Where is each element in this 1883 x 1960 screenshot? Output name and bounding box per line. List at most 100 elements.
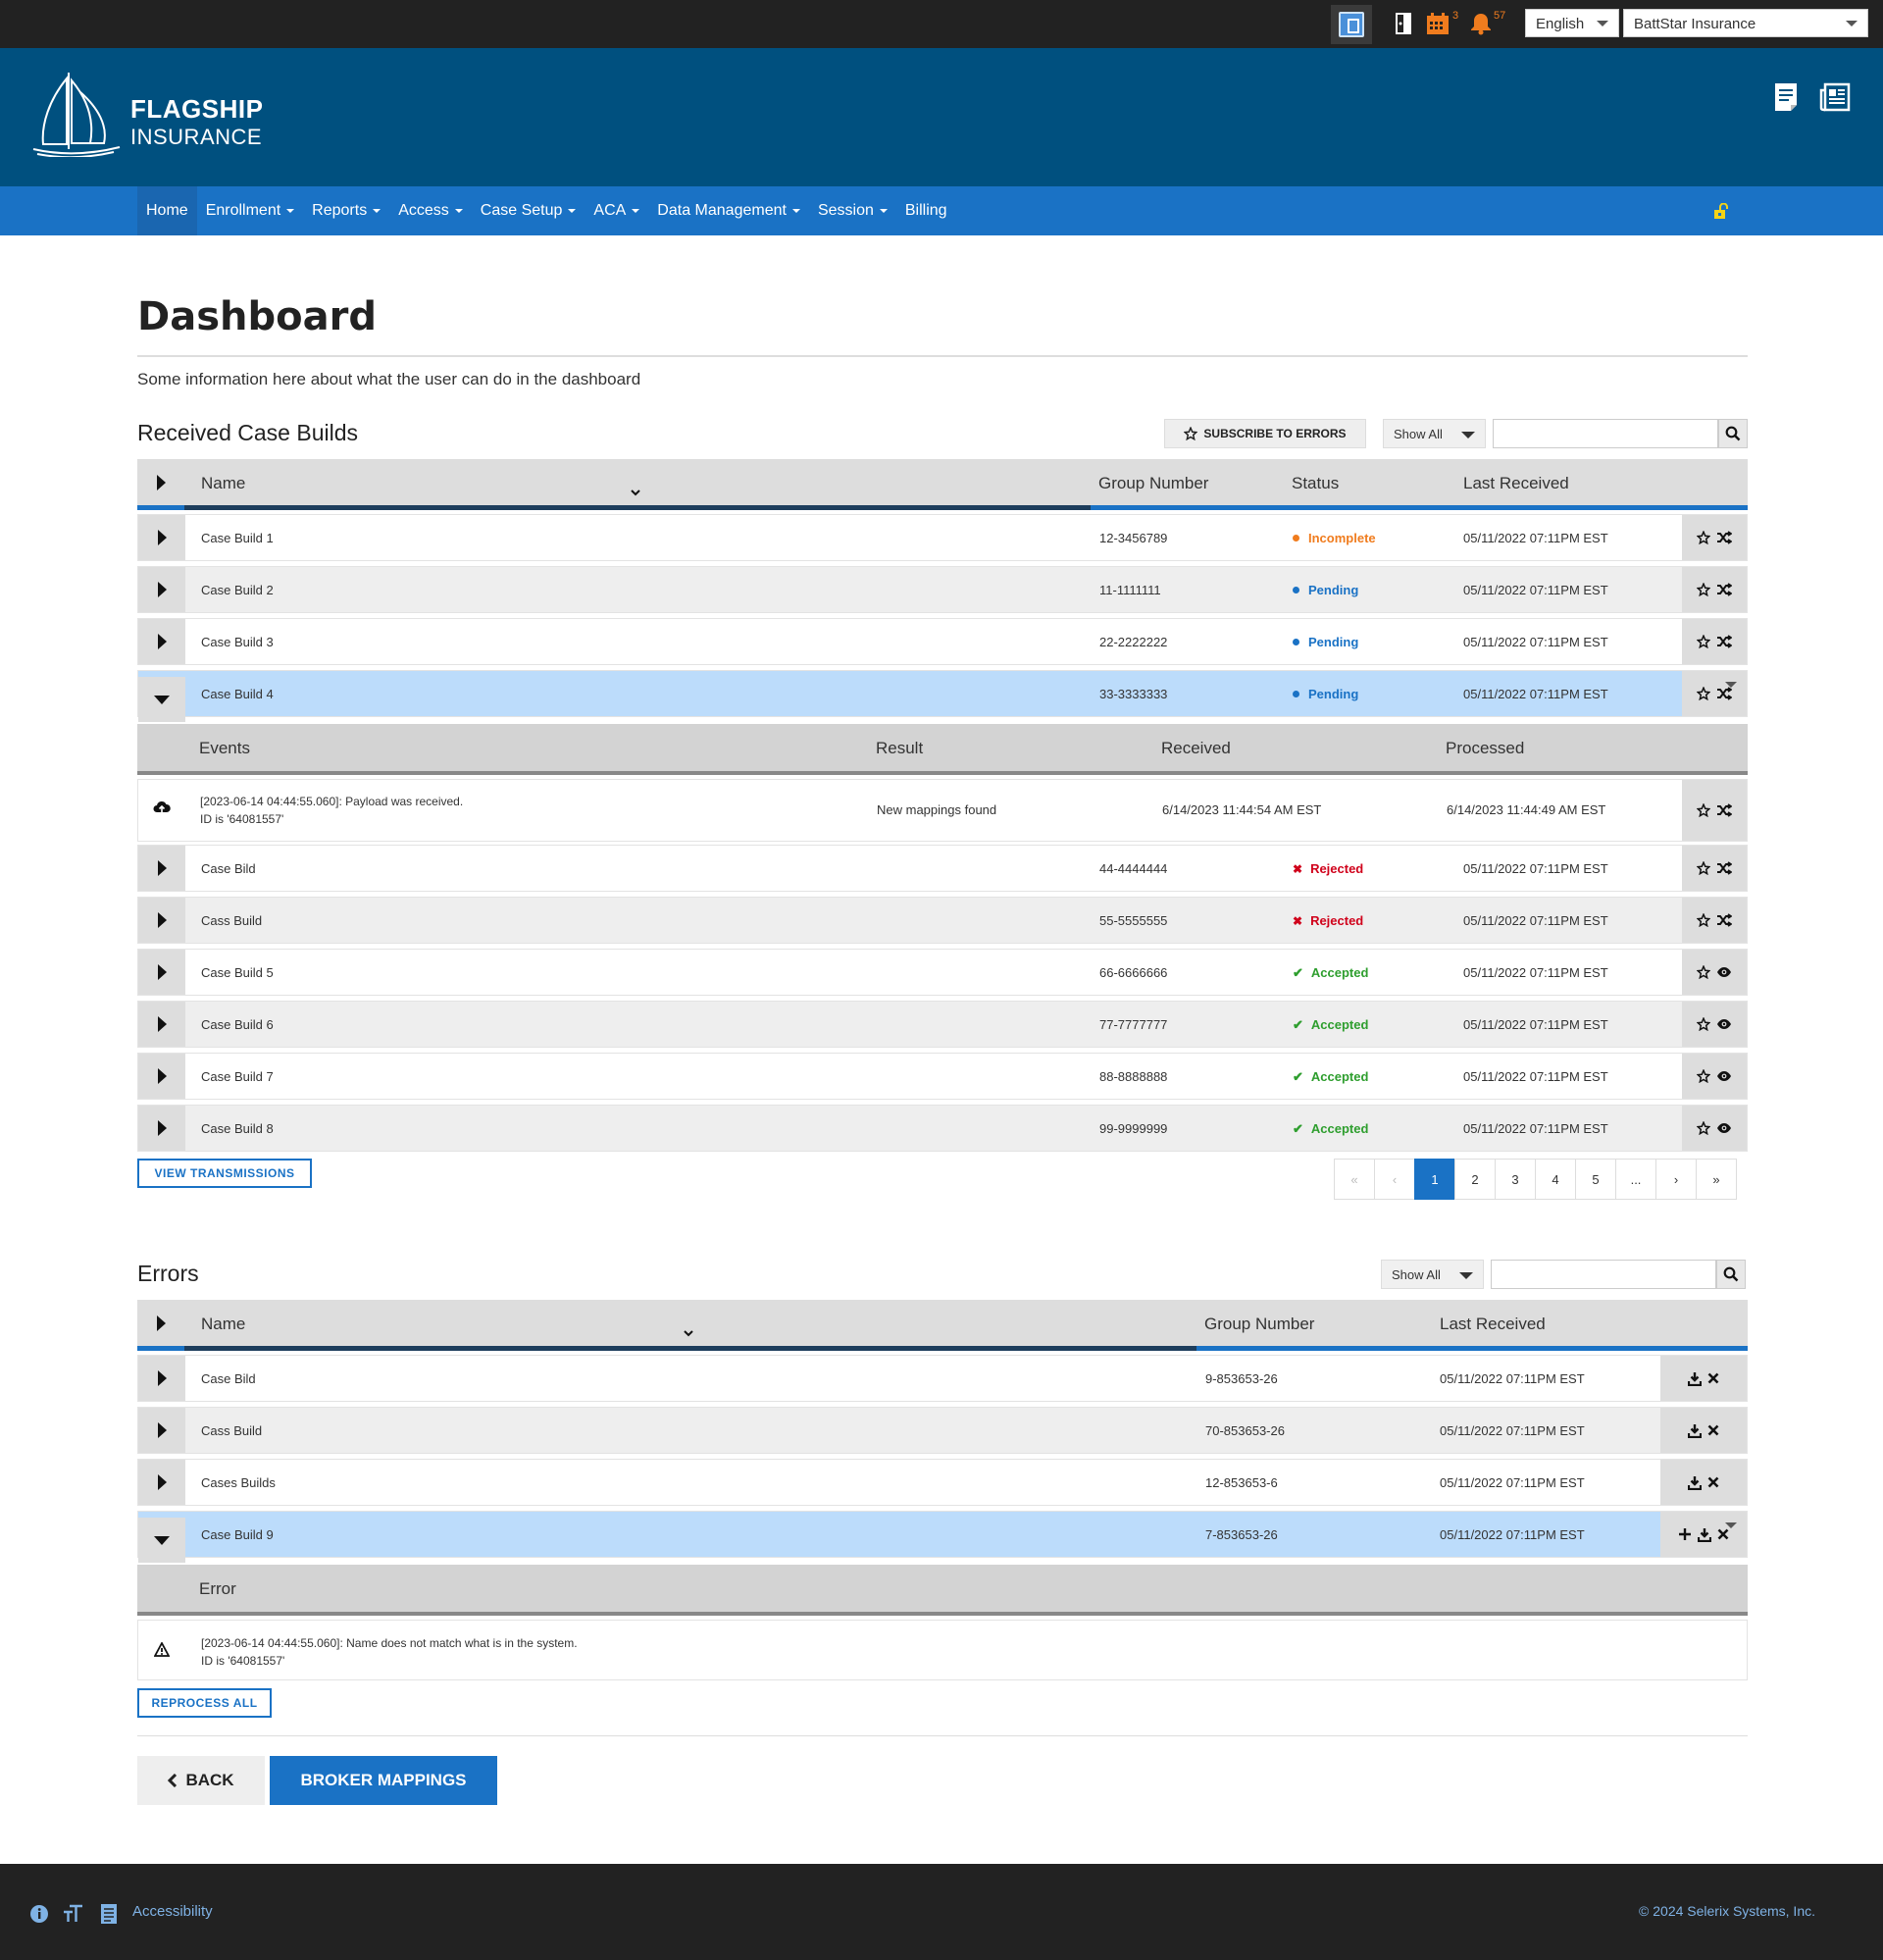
col-group-number[interactable]: Group Number xyxy=(1204,1315,1315,1333)
download-icon[interactable] xyxy=(1688,1475,1702,1490)
row-expand-toggle[interactable] xyxy=(138,1054,185,1099)
bell-icon[interactable] xyxy=(1469,12,1493,35)
calendar-icon[interactable] xyxy=(1426,12,1450,35)
star-outline-icon[interactable] xyxy=(1697,861,1710,875)
search-icon[interactable] xyxy=(1716,1260,1746,1289)
back-button[interactable]: BACK xyxy=(137,1756,265,1805)
errors-filter-select[interactable]: Show All xyxy=(1381,1260,1484,1289)
row-expand-toggle[interactable] xyxy=(138,1460,185,1505)
sort-chevron-icon[interactable] xyxy=(683,1329,694,1339)
errors-search-input[interactable] xyxy=(1491,1260,1716,1289)
close-icon[interactable] xyxy=(1717,1528,1729,1540)
row-expand-toggle[interactable] xyxy=(138,619,185,664)
nav-home[interactable]: Home xyxy=(137,186,197,235)
document-icon[interactable] xyxy=(1773,82,1799,112)
flagship-logo-icon[interactable] xyxy=(29,71,123,157)
col-last-received[interactable]: Last Received xyxy=(1463,474,1569,492)
row-expand-toggle[interactable] xyxy=(138,950,185,995)
row-expand-toggle[interactable] xyxy=(138,515,185,560)
nav-case-setup[interactable]: Case Setup xyxy=(472,186,585,235)
row-expand-toggle[interactable] xyxy=(138,1002,185,1047)
eye-icon[interactable] xyxy=(1716,966,1732,978)
page-button[interactable]: 3 xyxy=(1495,1159,1536,1200)
document-icon[interactable] xyxy=(100,1903,118,1925)
table-row[interactable]: Case Build 6 77-7777777 ✔ Accepted 05/11/202… xyxy=(137,1001,1748,1048)
text-size-icon[interactable] xyxy=(63,1904,84,1924)
table-row[interactable]: Case Build 2 11-1111111 Pending 05/11/2022 … xyxy=(137,566,1748,613)
table-row[interactable]: Cass Build 55-5555555 ✖ Rejected 05/11/2022 … xyxy=(137,897,1748,944)
table-row[interactable]: Case Bild 44-4444444 ✖ Rejected 05/11/2022 0… xyxy=(137,845,1748,892)
row-expand-toggle[interactable] xyxy=(138,1356,185,1401)
page-button[interactable]: › xyxy=(1655,1159,1697,1200)
star-outline-icon[interactable] xyxy=(1697,687,1710,700)
table-row[interactable]: Case Build 3 22-2222222 Pending 05/11/2022 … xyxy=(137,618,1748,665)
language-select[interactable]: English xyxy=(1525,9,1619,37)
sort-chevron-icon[interactable] xyxy=(630,489,641,498)
nav-reports[interactable]: Reports xyxy=(303,186,389,235)
shuffle-icon[interactable] xyxy=(1716,583,1732,596)
nav-billing[interactable]: Billing xyxy=(896,186,956,235)
nav-aca[interactable]: ACA xyxy=(585,186,648,235)
unlock-icon[interactable] xyxy=(1714,203,1728,219)
broker-mappings-button[interactable]: BROKER MAPPINGS xyxy=(270,1756,497,1805)
page-button[interactable]: ‹ xyxy=(1374,1159,1415,1200)
newspaper-icon[interactable] xyxy=(1819,82,1851,112)
col-group-number[interactable]: Group Number xyxy=(1098,474,1209,492)
reprocess-all-button[interactable]: REPROCESS ALL xyxy=(137,1688,272,1718)
table-row[interactable]: Case Bild 9-853653-26 05/11/2022 07:11PM E… xyxy=(137,1355,1748,1402)
table-row[interactable]: Case Build 7 88-8888888 ✔ Accepted 05/11/202… xyxy=(137,1053,1748,1100)
close-icon[interactable] xyxy=(1707,1372,1719,1384)
expand-all-toggle[interactable] xyxy=(137,459,184,505)
eye-icon[interactable] xyxy=(1716,1070,1732,1082)
shuffle-icon[interactable] xyxy=(1716,687,1732,700)
nav-data-management[interactable]: Data Management xyxy=(648,186,809,235)
row-expand-toggle[interactable] xyxy=(138,1518,185,1563)
table-row[interactable]: Case Build 4 33-3333333 Pending 05/11/2022 … xyxy=(137,670,1748,722)
star-outline-icon[interactable] xyxy=(1697,531,1710,544)
expand-all-toggle[interactable] xyxy=(137,1300,184,1346)
page-button[interactable]: 4 xyxy=(1535,1159,1576,1200)
id-card-icon[interactable] xyxy=(1331,5,1372,44)
table-row[interactable]: Case Build 1 12-3456789 Incomplete 05/11/20… xyxy=(137,514,1748,561)
close-icon[interactable] xyxy=(1707,1476,1719,1488)
page-button[interactable]: 1 xyxy=(1414,1159,1455,1200)
view-transmissions-button[interactable]: VIEW TRANSMISSIONS xyxy=(137,1159,312,1188)
shuffle-icon[interactable] xyxy=(1716,803,1732,817)
star-outline-icon[interactable] xyxy=(1697,913,1710,927)
download-icon[interactable] xyxy=(1698,1527,1711,1542)
star-outline-icon[interactable] xyxy=(1697,583,1710,596)
door-icon[interactable] xyxy=(1395,12,1414,35)
download-icon[interactable] xyxy=(1688,1423,1702,1438)
row-expand-toggle[interactable] xyxy=(138,677,185,722)
accessibility-link[interactable]: Accessibility xyxy=(132,1903,213,1920)
row-expand-toggle[interactable] xyxy=(138,846,185,891)
eye-icon[interactable] xyxy=(1716,1018,1732,1030)
nav-session[interactable]: Session xyxy=(809,186,896,235)
star-outline-icon[interactable] xyxy=(1697,803,1710,817)
plus-icon[interactable] xyxy=(1678,1527,1692,1541)
page-button[interactable]: « xyxy=(1334,1159,1375,1200)
info-icon[interactable] xyxy=(29,1904,49,1924)
download-icon[interactable] xyxy=(1688,1371,1702,1386)
star-outline-icon[interactable] xyxy=(1697,1069,1710,1083)
col-name[interactable]: Name xyxy=(201,1315,246,1333)
eye-icon[interactable] xyxy=(1716,1122,1732,1134)
star-outline-icon[interactable] xyxy=(1697,1017,1710,1031)
shuffle-icon[interactable] xyxy=(1716,531,1732,544)
row-expand-toggle[interactable] xyxy=(138,1408,185,1453)
row-expand-toggle[interactable] xyxy=(138,1106,185,1151)
col-last-received[interactable]: Last Received xyxy=(1440,1315,1546,1333)
col-name[interactable]: Name xyxy=(201,474,246,492)
shuffle-icon[interactable] xyxy=(1716,861,1732,875)
company-select[interactable]: BattStar Insurance xyxy=(1623,9,1868,37)
table-row[interactable]: Cass Build 70-853653-26 05/11/2022 07:11PM… xyxy=(137,1407,1748,1454)
shuffle-icon[interactable] xyxy=(1716,913,1732,927)
nav-enrollment[interactable]: Enrollment xyxy=(197,186,303,235)
search-icon[interactable] xyxy=(1718,419,1748,448)
builds-search-input[interactable] xyxy=(1493,419,1718,448)
page-button[interactable]: 5 xyxy=(1575,1159,1616,1200)
nav-access[interactable]: Access xyxy=(389,186,472,235)
star-outline-icon[interactable] xyxy=(1697,635,1710,648)
shuffle-icon[interactable] xyxy=(1716,635,1732,648)
builds-filter-select[interactable]: Show All xyxy=(1383,419,1486,448)
